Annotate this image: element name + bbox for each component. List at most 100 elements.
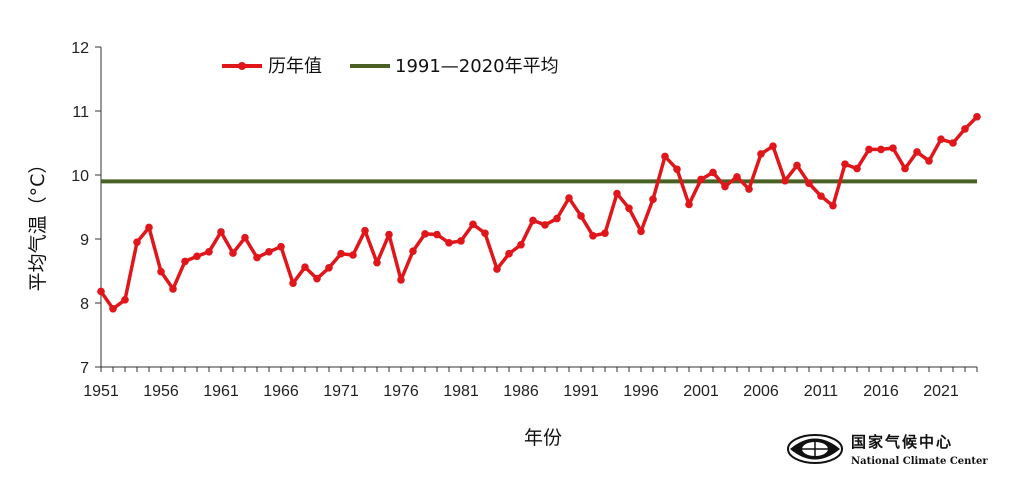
data-point	[289, 279, 297, 287]
x-tick-label: 1966	[263, 383, 299, 400]
data-point	[613, 189, 621, 198]
axes	[95, 46, 978, 372]
legend-label-annual: 历年值	[268, 56, 322, 77]
legend-item-average: 1991—2020年平均	[350, 56, 559, 77]
data-point	[181, 257, 189, 266]
y-axis-title: 平均气温（°C）	[27, 155, 49, 292]
x-tick-label: 1956	[143, 383, 179, 400]
logo-en-text: National Climate Center	[851, 456, 988, 467]
legend-label-average: 1991—2020年平均	[395, 56, 559, 77]
y-tick-label: 10	[71, 168, 89, 185]
data-point	[133, 238, 141, 246]
data-point	[661, 152, 669, 161]
data-point	[637, 227, 645, 236]
x-tick-label: 1976	[383, 383, 419, 400]
data-point	[145, 223, 153, 232]
data-point	[373, 258, 381, 267]
data-point	[445, 239, 453, 247]
data-point	[769, 142, 777, 150]
data-point	[349, 251, 357, 259]
x-tick-label: 1986	[503, 383, 539, 400]
data-point	[229, 249, 237, 257]
data-point	[169, 285, 177, 293]
data-point	[325, 264, 333, 272]
data-point	[241, 233, 249, 242]
data-point	[589, 232, 597, 240]
data-point	[853, 164, 861, 173]
data-point	[505, 249, 513, 258]
x-tick-label: 1971	[323, 383, 359, 400]
data-point	[793, 161, 801, 170]
x-axis-title: 年份	[524, 427, 562, 449]
x-tick-labels: 1951 1956 1961 1966 1971 1976 1981 1986 1991 1996…	[83, 383, 959, 400]
x-tick-label: 1961	[203, 383, 239, 400]
data-point	[109, 304, 117, 313]
data-point	[781, 176, 789, 185]
y-tick-label: 7	[80, 360, 89, 377]
x-tick-label: 2006	[743, 383, 779, 400]
data-point	[277, 242, 285, 251]
x-tick-label: 2011	[804, 383, 839, 400]
data-point	[805, 179, 813, 188]
data-point	[517, 240, 525, 249]
data-point	[565, 194, 573, 202]
x-tick-label: 1996	[623, 383, 659, 400]
y-tick-label: 9	[80, 232, 89, 249]
data-point	[817, 192, 825, 200]
legend: 历年值 1991—2020年平均	[222, 56, 559, 77]
data-point	[157, 267, 165, 276]
legend-item-annual: 历年值	[222, 56, 322, 77]
data-point	[913, 148, 921, 156]
data-point	[265, 248, 273, 256]
data-point	[949, 139, 957, 147]
data-point	[205, 248, 213, 256]
data-point	[121, 296, 129, 304]
x-tick-label: 1951	[83, 383, 119, 400]
data-point	[961, 125, 969, 133]
data-point	[481, 229, 489, 238]
data-point	[337, 249, 345, 258]
data-point	[625, 204, 633, 213]
legend-marker-annual	[238, 62, 246, 70]
data-point	[601, 229, 609, 238]
data-point	[709, 168, 717, 177]
y-tick-labels: 7 8 9 10 11 12	[71, 40, 89, 377]
x-tick-label: 1981	[443, 383, 479, 400]
y-tick-label: 8	[80, 296, 89, 313]
ncc-emblem-icon	[787, 434, 843, 464]
data-point	[937, 135, 945, 143]
data-point	[301, 263, 309, 271]
data-point	[973, 112, 981, 121]
data-point	[409, 247, 417, 255]
data-point	[577, 212, 585, 220]
data-point	[553, 214, 561, 223]
data-point	[829, 201, 837, 210]
data-point	[193, 252, 201, 261]
data-point	[757, 150, 765, 158]
data-point	[889, 144, 897, 152]
x-tick-label: 2016	[863, 383, 899, 400]
data-point	[433, 230, 441, 239]
data-point	[469, 220, 477, 229]
ncc-logo: 国家气候中心 National Climate Center	[787, 433, 988, 467]
data-point	[733, 173, 741, 181]
data-point	[421, 230, 429, 238]
data-point	[217, 228, 225, 236]
data-point	[877, 145, 885, 154]
data-point	[361, 226, 369, 235]
x-tick-label: 1991	[563, 383, 599, 400]
data-point	[397, 276, 405, 284]
data-point	[865, 145, 873, 154]
data-point	[685, 200, 693, 209]
data-point	[925, 157, 933, 165]
x-tick-label: 2001	[683, 383, 719, 400]
y-tick-label: 11	[72, 104, 89, 121]
data-point	[841, 160, 849, 168]
data-point	[541, 221, 549, 229]
data-point	[97, 287, 105, 296]
data-point	[721, 182, 729, 191]
data-point	[253, 253, 261, 262]
data-point	[385, 230, 393, 239]
data-point	[493, 265, 501, 273]
series-line-annual	[99, 115, 979, 311]
